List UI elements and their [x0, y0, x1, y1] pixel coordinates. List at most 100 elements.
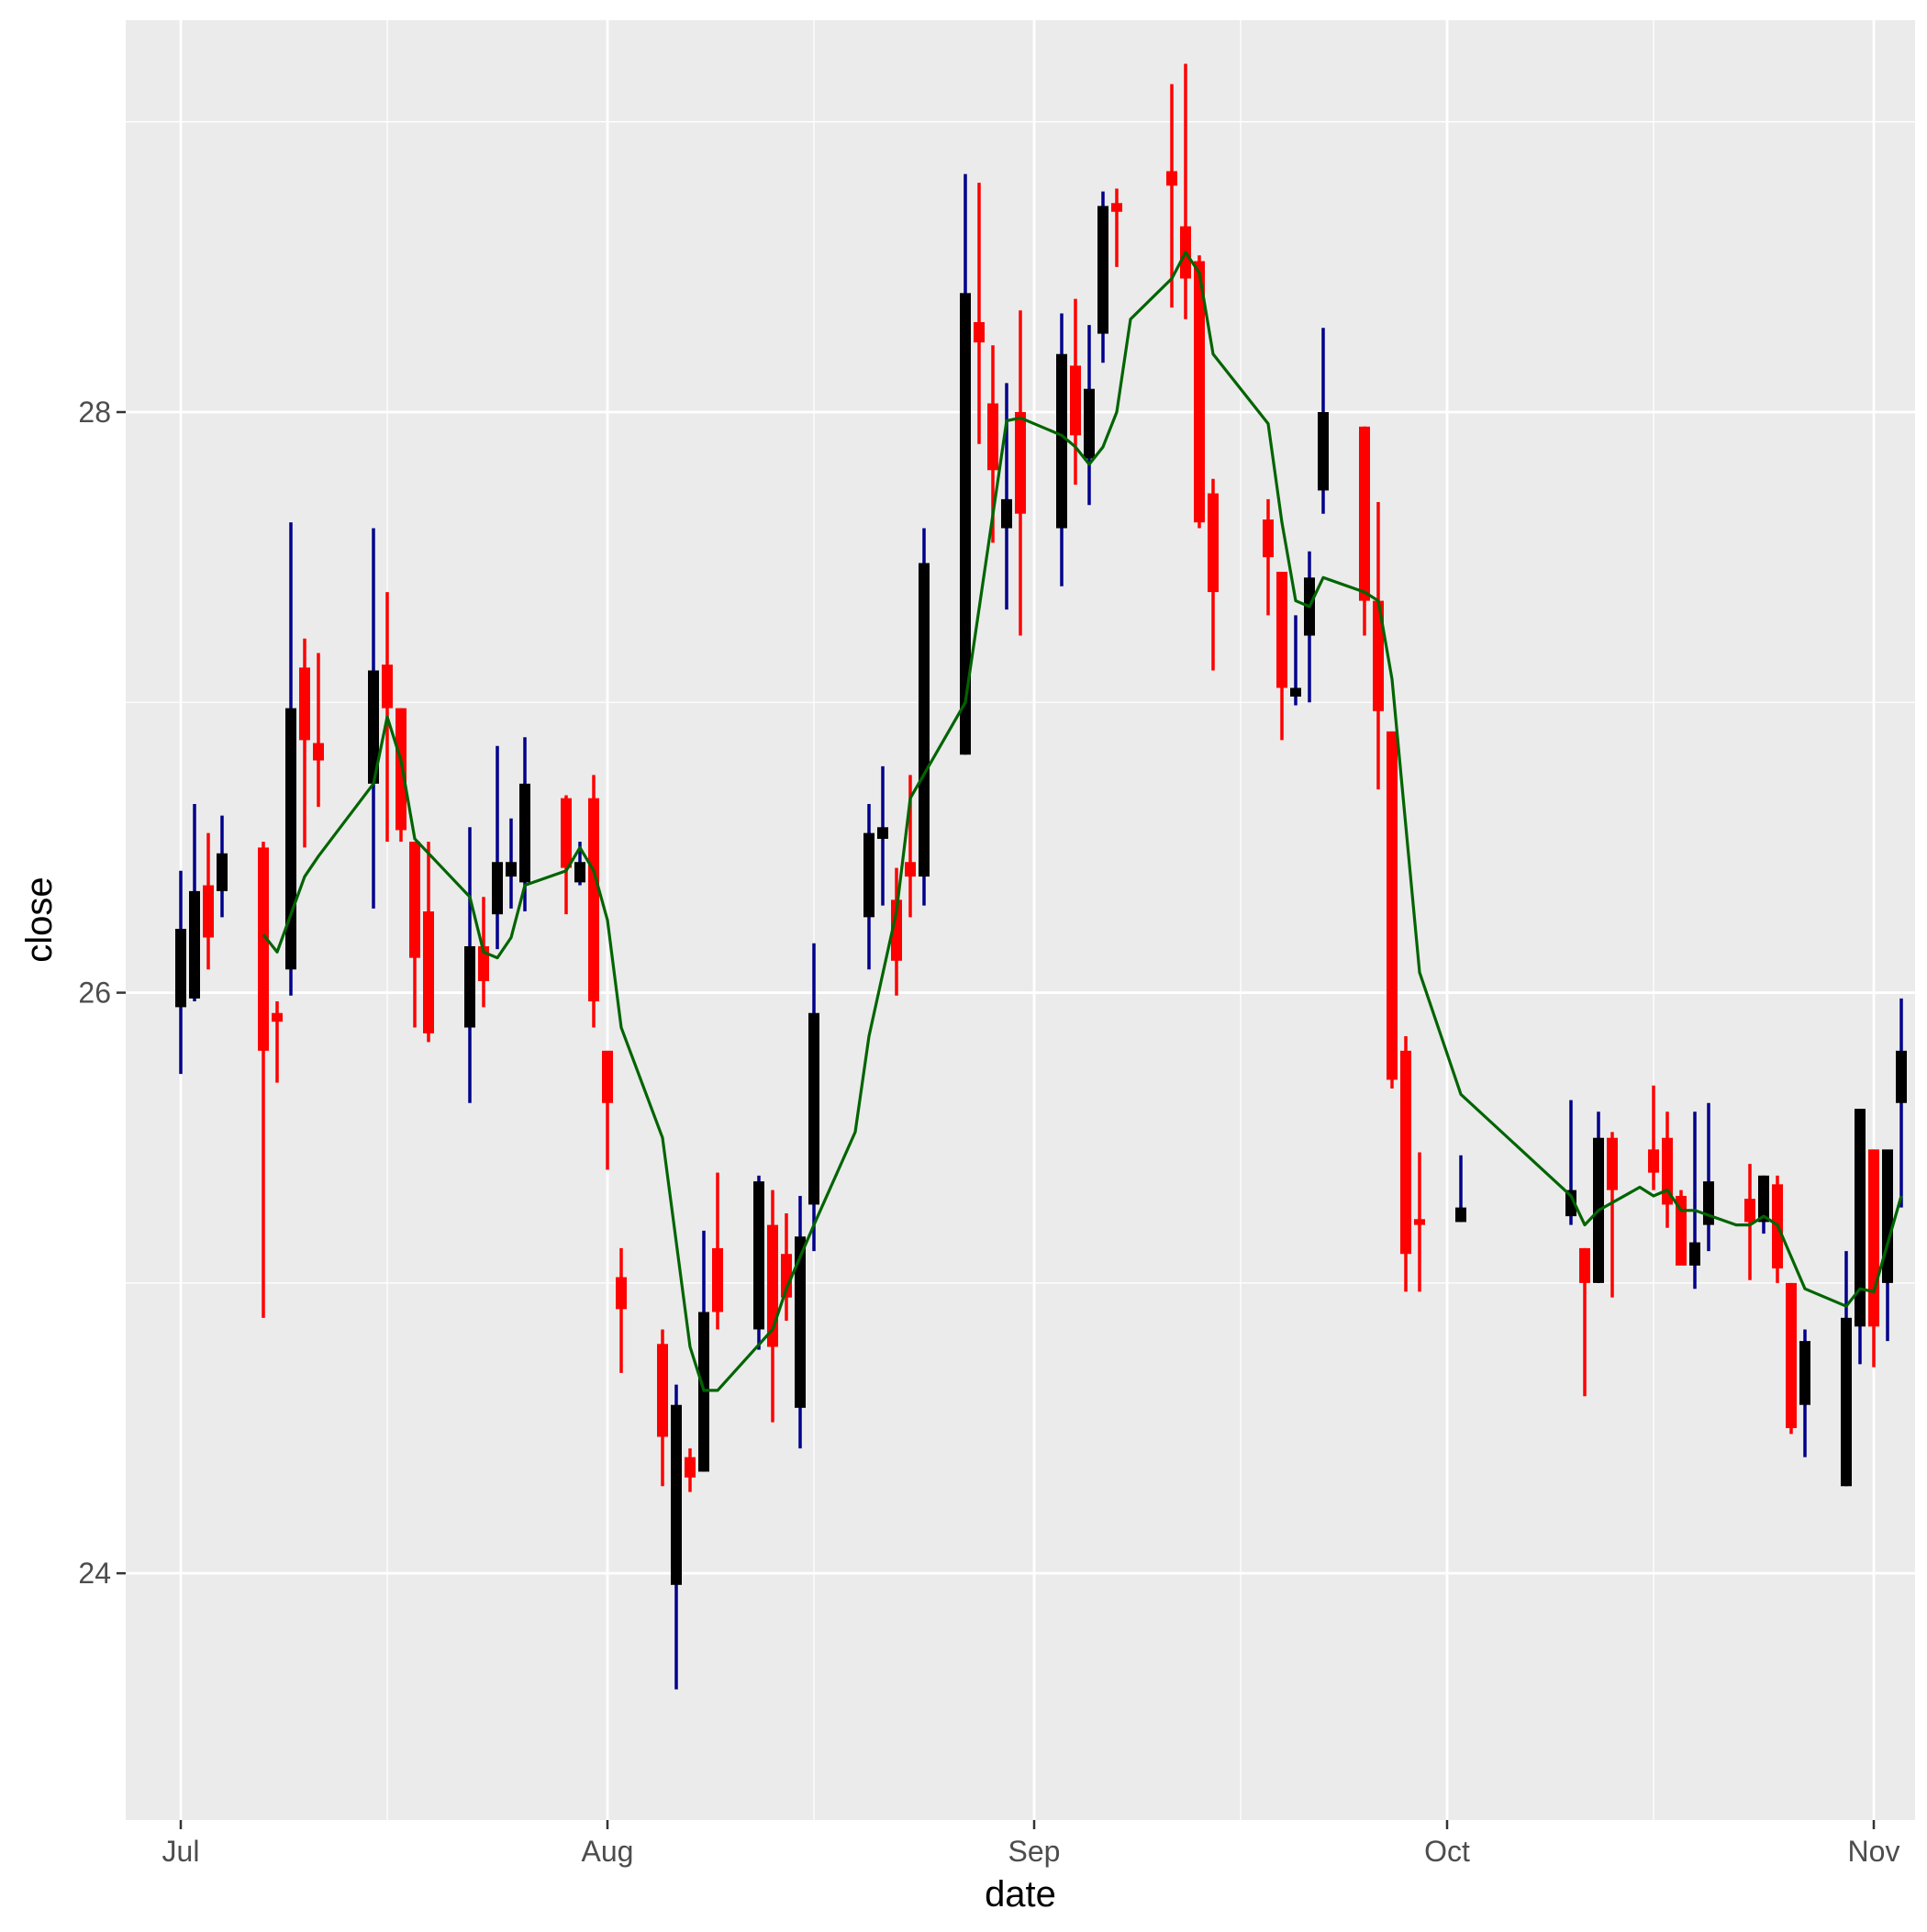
- candle-up: [368, 528, 379, 909]
- candle-down: [1263, 498, 1274, 616]
- candle-body: [1414, 1219, 1425, 1225]
- candle-up: [506, 818, 517, 909]
- candle-body: [1276, 571, 1287, 688]
- candle-body: [1056, 353, 1067, 529]
- candle-up: [1799, 1329, 1810, 1457]
- candle-body: [767, 1224, 778, 1347]
- candle-body: [1455, 1207, 1466, 1223]
- candle-body: [781, 1254, 792, 1298]
- candle-up: [1896, 998, 1907, 1208]
- candle-up: [1855, 1109, 1866, 1365]
- candle-up: [960, 173, 971, 755]
- candle-body: [1703, 1181, 1714, 1225]
- candle-down: [588, 775, 599, 1028]
- candle-down: [1414, 1152, 1425, 1292]
- candle-up: [464, 827, 475, 1103]
- candle-down: [616, 1247, 627, 1373]
- candle-body: [905, 862, 916, 877]
- candle-down: [1070, 298, 1081, 486]
- candle-up: [1290, 615, 1301, 706]
- candle-down: [1373, 502, 1384, 790]
- candle-up: [189, 803, 200, 1002]
- candle-down: [891, 867, 902, 996]
- candle-body: [1111, 203, 1122, 212]
- candle-down: [423, 842, 434, 1043]
- candle-up: [217, 815, 228, 918]
- candle-up: [1056, 313, 1067, 586]
- candle-body: [1208, 493, 1219, 593]
- candle-body: [395, 708, 407, 831]
- candle-down: [203, 832, 214, 970]
- candle-down: [1111, 188, 1122, 267]
- candle-up: [863, 803, 874, 970]
- candle-body: [712, 1247, 723, 1312]
- y-tick-label: 28: [78, 396, 111, 429]
- candle-down: [657, 1329, 668, 1487]
- candle-body: [616, 1277, 627, 1310]
- candle-up: [1565, 1100, 1576, 1225]
- candle-up: [1455, 1155, 1466, 1223]
- candle-down: [395, 708, 407, 843]
- candle-down: [1387, 731, 1398, 1089]
- candle-body: [1648, 1149, 1659, 1173]
- candle-body: [506, 862, 517, 877]
- candle-up: [175, 870, 186, 1075]
- candle-up: [1084, 325, 1095, 506]
- candle-body: [409, 842, 420, 958]
- candle-body: [877, 827, 888, 839]
- candle-body: [313, 743, 324, 761]
- candle-body: [285, 708, 296, 970]
- candle-down: [1607, 1132, 1618, 1298]
- x-tick-label: Nov: [1848, 1835, 1900, 1868]
- candle-down: [685, 1448, 696, 1492]
- candle-body: [1841, 1317, 1852, 1487]
- candle-down: [1662, 1111, 1673, 1228]
- x-axis-title: date: [985, 1874, 1056, 1915]
- y-axis-title: close: [19, 877, 60, 962]
- candle-body: [1387, 731, 1398, 1080]
- candle-body: [1290, 687, 1301, 697]
- candle-down: [1194, 255, 1205, 529]
- candle-up: [1689, 1111, 1700, 1290]
- candle-body: [1607, 1137, 1618, 1190]
- candle-body: [272, 1012, 283, 1022]
- candle-body: [588, 798, 599, 1002]
- candle-down: [1744, 1164, 1755, 1280]
- candle-body: [492, 862, 503, 915]
- candle-body: [258, 847, 269, 1051]
- candle-body: [1373, 600, 1384, 711]
- candle-body: [1001, 498, 1012, 529]
- plot-panel: [126, 20, 1915, 1820]
- candle-body: [1015, 411, 1026, 514]
- axes: 24 26 28 Jul Aug Sep Oct Nov: [78, 396, 1899, 1868]
- candle-body: [1896, 1050, 1907, 1103]
- moving-average: [262, 251, 1903, 1392]
- candle-body: [808, 1012, 819, 1205]
- candle-body: [1855, 1109, 1866, 1327]
- x-tick-label: Aug: [582, 1835, 634, 1868]
- grid-lines: [126, 20, 1915, 1820]
- candle-body: [1676, 1195, 1687, 1266]
- candle-down: [767, 1189, 778, 1423]
- candle-body: [987, 403, 998, 471]
- candle-body: [519, 783, 530, 883]
- candle-body: [189, 890, 200, 999]
- candle-up: [492, 745, 503, 950]
- candle-down: [974, 183, 985, 444]
- y-tick-label: 24: [78, 1557, 111, 1590]
- candle-body: [795, 1236, 806, 1408]
- candle-down: [299, 638, 310, 848]
- candle-body: [1194, 261, 1205, 523]
- candle-down: [1648, 1085, 1659, 1190]
- x-tick-label: Oct: [1424, 1835, 1470, 1868]
- candle-down: [258, 842, 269, 1318]
- candle-down: [1579, 1247, 1590, 1397]
- candle-down: [781, 1212, 792, 1321]
- candle-body: [974, 321, 985, 343]
- candle-body: [863, 832, 874, 918]
- candle-down: [1676, 1189, 1687, 1266]
- candle-body: [657, 1344, 668, 1437]
- candle-body: [602, 1050, 613, 1103]
